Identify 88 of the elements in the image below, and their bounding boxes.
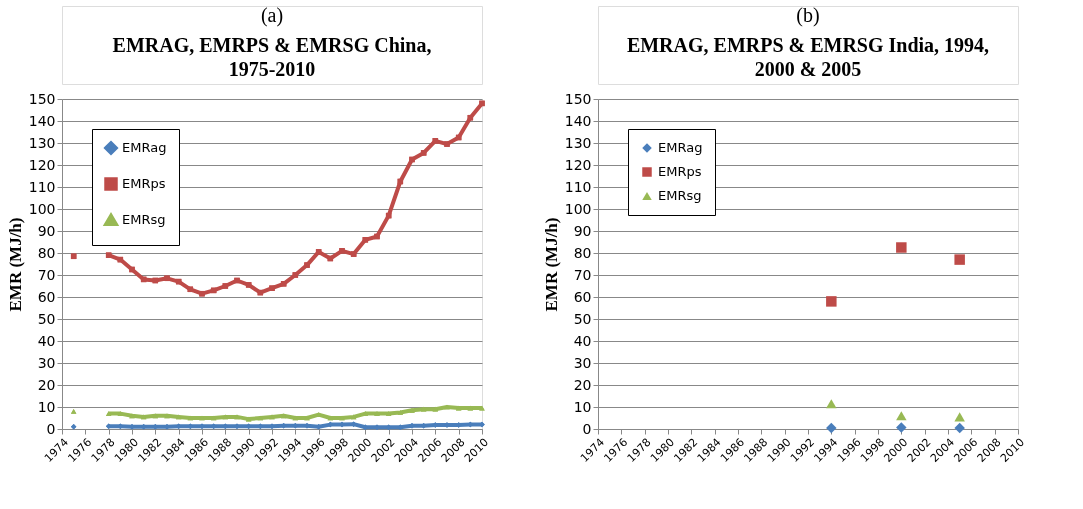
y-tick-label: 50	[573, 310, 592, 327]
point	[292, 272, 299, 278]
point	[826, 399, 837, 409]
point	[304, 262, 310, 268]
point	[896, 242, 907, 253]
y-tick-label: 150	[28, 90, 56, 107]
y-tick-label: 100	[564, 200, 592, 217]
y-tick-label: 120	[564, 156, 592, 173]
y-tick-label: 20	[573, 376, 592, 393]
point	[70, 409, 77, 414]
text: (b)	[796, 4, 820, 27]
y-tick-label: 110	[28, 178, 56, 195]
text: (a)	[260, 4, 284, 27]
y-tick-label: 80	[573, 244, 592, 261]
y-tick-label: 140	[28, 112, 56, 129]
y-tick-label: 0	[46, 420, 56, 437]
y-tick-label: 90	[573, 222, 592, 239]
point	[479, 100, 485, 107]
point	[269, 414, 275, 420]
y-axis-title: EMR (MJ/h)	[5, 217, 25, 312]
legend-label: EMRsg	[658, 188, 702, 203]
y-tick-label: 60	[573, 288, 592, 305]
point	[315, 249, 322, 255]
y-tick-label: 70	[573, 266, 592, 283]
point	[362, 237, 369, 243]
y-tick-label: 40	[573, 332, 592, 349]
point	[397, 410, 404, 415]
chart-title: EMRAG, EMRPS & EMRSG China, 1975-2010	[112, 34, 432, 80]
point	[280, 281, 287, 287]
y-tick-label: 10	[573, 398, 592, 415]
point	[222, 283, 229, 289]
point	[432, 406, 439, 412]
y-tick-label: 30	[37, 354, 56, 371]
point	[826, 296, 837, 307]
legend-label: EMRps	[122, 176, 166, 191]
point	[896, 411, 907, 421]
y-tick-label: 120	[28, 156, 56, 173]
point	[896, 422, 907, 433]
point	[105, 411, 112, 416]
point	[432, 138, 439, 144]
point	[350, 251, 357, 257]
legend-label: EMRps	[658, 164, 702, 179]
point	[280, 413, 287, 419]
y-tick-label: 80	[37, 244, 56, 261]
y-tick-label: 50	[37, 310, 56, 327]
point	[164, 275, 170, 282]
point	[164, 413, 170, 419]
y-tick-label: 10	[37, 398, 56, 415]
point	[374, 411, 380, 416]
y-tick-label: 110	[564, 178, 592, 195]
point	[70, 424, 77, 430]
point	[826, 422, 837, 434]
point	[339, 248, 345, 254]
legend-label: EMRsg	[122, 212, 166, 227]
y-tick-label: 30	[573, 354, 592, 371]
y-tick-label: 90	[37, 222, 56, 239]
point	[234, 277, 240, 284]
y-tick-label: 150	[564, 90, 592, 107]
point	[954, 422, 965, 434]
point	[420, 406, 427, 412]
point	[234, 414, 240, 420]
legend-label: EMRag	[658, 140, 703, 155]
point	[105, 252, 112, 258]
point	[954, 254, 965, 265]
point	[129, 413, 135, 419]
point	[409, 156, 415, 163]
point	[269, 285, 275, 291]
point	[444, 141, 450, 147]
point	[199, 290, 205, 297]
point	[385, 411, 392, 416]
y-tick-label: 40	[37, 332, 56, 349]
y-tick-label: 60	[37, 288, 56, 305]
y-tick-label: 100	[28, 200, 56, 217]
point	[245, 282, 252, 288]
point	[129, 266, 135, 273]
y-tick-label: 0	[582, 420, 592, 437]
legend-label: EMRag	[122, 140, 167, 155]
point	[409, 407, 415, 413]
point	[374, 233, 380, 240]
y-tick-label: 130	[28, 134, 56, 151]
y-tick-label: 130	[564, 134, 592, 151]
y-tick-label: 70	[37, 266, 56, 283]
chart-title: EMRAG, EMRPS & EMRSG India, 1994, 2000 & 2005	[626, 34, 990, 80]
point	[420, 150, 427, 156]
y-axis-title: EMR (MJ/h)	[541, 217, 561, 312]
y-tick-label: 140	[564, 112, 592, 129]
y-tick-label: 20	[37, 376, 56, 393]
point	[152, 413, 159, 419]
